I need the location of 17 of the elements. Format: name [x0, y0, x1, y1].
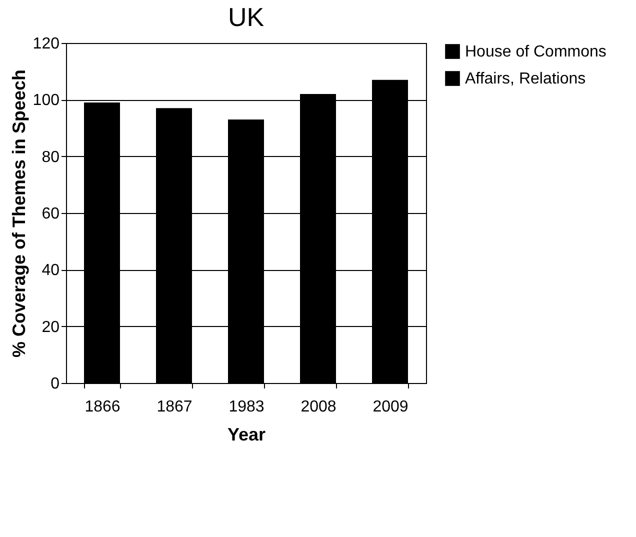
y-tick-label: 80 [42, 148, 60, 166]
x-tick-label: 1866 [84, 398, 120, 416]
y-tick-label: 60 [42, 206, 60, 222]
x-axis-title: Year [227, 424, 266, 444]
y-tick-label: 120 [32, 36, 60, 52]
x-tick-label: 2008 [300, 398, 336, 416]
y-axis-title: % Coverage of Themes in Speech [8, 69, 29, 358]
x-tick-label: 2009 [372, 398, 408, 416]
x-tick-label: 1867 [156, 398, 192, 416]
y-tick-label: 0 [50, 376, 60, 392]
y-tick-label: 20 [42, 318, 60, 336]
x-tick-label: 1983 [228, 398, 264, 416]
chart-title: UK [228, 2, 265, 32]
legend-label: Affairs, Relations [465, 70, 586, 88]
legend-label: House of Commons [465, 44, 606, 60]
y-tick-label: 40 [42, 262, 60, 280]
y-tick-label: 100 [32, 92, 60, 110]
